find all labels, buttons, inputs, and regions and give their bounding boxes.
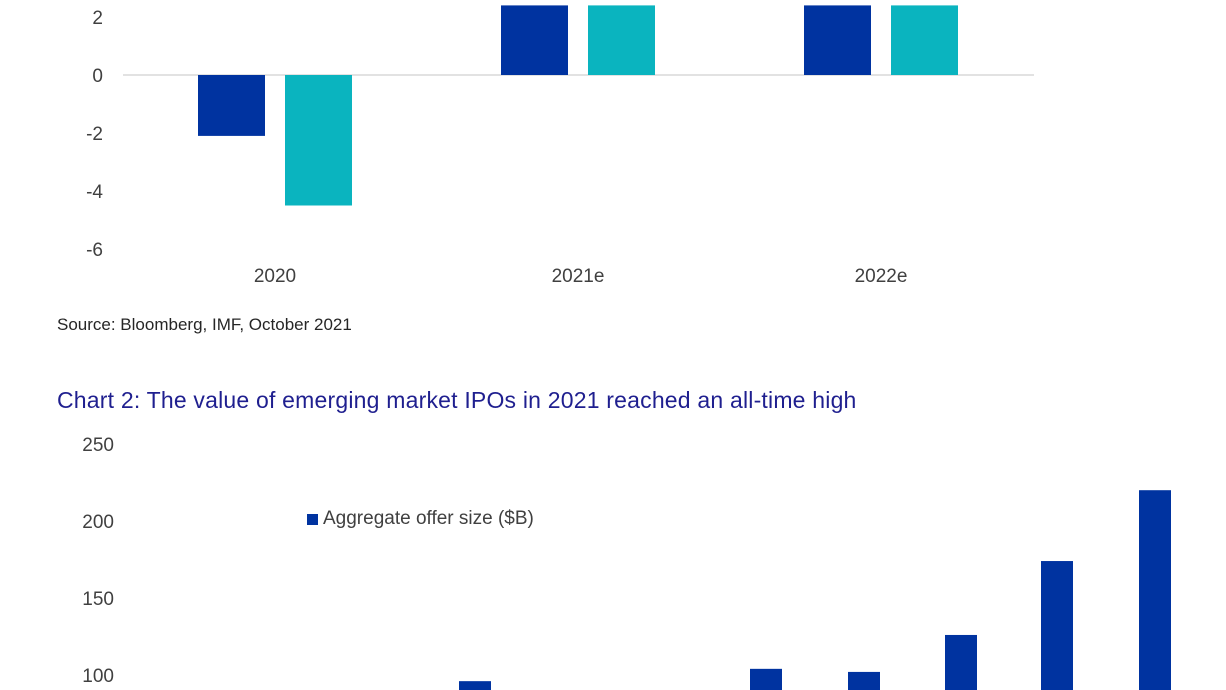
legend-swatch bbox=[307, 513, 318, 525]
chart2-bars bbox=[459, 490, 1171, 690]
chart1-y-tick: 0 bbox=[92, 66, 103, 87]
chart1-x-label: 2021e bbox=[552, 266, 605, 287]
chart2-y-tick: 150 bbox=[82, 589, 114, 610]
chart1-bars bbox=[198, 5, 958, 206]
chart1-x-label: 2020 bbox=[254, 266, 296, 287]
chart2-bar bbox=[848, 671, 880, 690]
chart1-bar bbox=[891, 5, 958, 75]
chart1-x-label: 2022e bbox=[855, 266, 908, 287]
chart2-y-tick: 100 bbox=[82, 666, 114, 687]
chart2-bar bbox=[459, 681, 491, 690]
chart1-y-tick: -6 bbox=[86, 240, 103, 261]
chart2-title: Chart 2: The value of emerging market IP… bbox=[57, 387, 857, 413]
chart1-bar bbox=[198, 75, 265, 136]
chart1-y-tick: 2 bbox=[92, 8, 103, 29]
chart1-bar bbox=[588, 5, 655, 75]
chart1-x-axis: 2020 2021e 2022e bbox=[254, 266, 908, 287]
chart2-bar bbox=[945, 634, 977, 690]
chart2-bar bbox=[1139, 490, 1171, 690]
chart1-y-tick: -2 bbox=[86, 124, 103, 145]
chart2-bar bbox=[1041, 561, 1073, 690]
chart2-y-tick: 250 bbox=[82, 435, 114, 456]
chart1-y-axis: -6 -4 -2 0 2 bbox=[86, 8, 103, 261]
chart2-y-axis: 100 150 200 250 bbox=[82, 435, 114, 687]
chart2-legend: Aggregate offer size ($B) bbox=[307, 508, 534, 530]
chart1-bar bbox=[501, 5, 568, 75]
legend-label: Aggregate offer size ($B) bbox=[323, 508, 534, 529]
chart1-bar bbox=[804, 5, 871, 75]
source-note: Source: Bloomberg, IMF, October 2021 bbox=[57, 315, 352, 334]
chart1-y-tick: -4 bbox=[86, 182, 103, 203]
chart2-bar bbox=[750, 668, 782, 690]
chart1-bar bbox=[285, 75, 352, 206]
chart2-y-tick: 200 bbox=[82, 512, 114, 533]
